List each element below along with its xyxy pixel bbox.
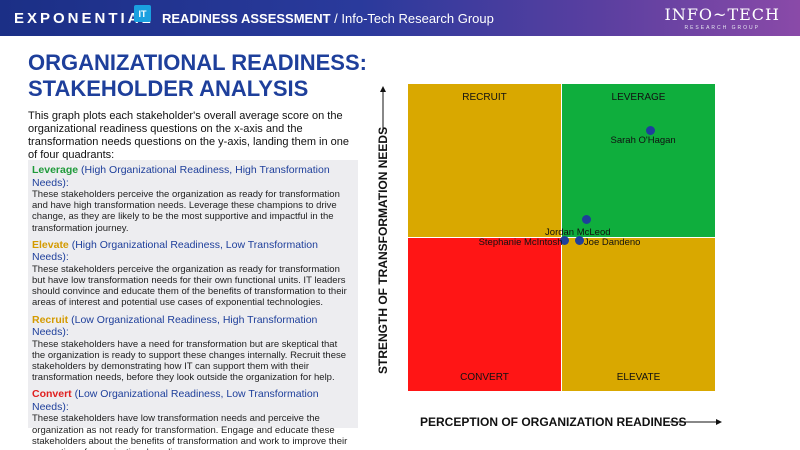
brand-badge: IT — [134, 5, 151, 22]
header-title-rest: / Info-Tech Research Group — [330, 11, 494, 26]
data-point — [646, 125, 656, 135]
desc-recruit-text: These stakeholders have a need for trans… — [32, 338, 347, 384]
desc-convert-name: Convert — [32, 388, 72, 401]
logo-main: INFO~TECH — [664, 5, 780, 24]
quadrant-elevate: ELEVATE — [562, 238, 715, 391]
quadrant-label-convert: CONVERT — [460, 372, 509, 383]
desc-leverage: Leverage (High Organizational Readiness,… — [32, 164, 352, 234]
desc-elevate-head: Elevate (High Organizational Readiness, … — [32, 239, 352, 264]
desc-leverage-name: Leverage — [32, 164, 79, 176]
intro-text: This graph plots each stakeholder's over… — [28, 110, 350, 161]
info-tech-logo: INFO~TECH RESEARCH GROUP — [665, 5, 781, 31]
page-title-line1: ORGANIZATIONAL READINESS: — [28, 50, 367, 75]
data-point-label: Jordan McLeod — [545, 227, 611, 239]
quadrant-descriptions-panel: Leverage (High Organizational Readiness,… — [28, 160, 358, 450]
desc-leverage-head: Leverage (High Organizational Readiness,… — [32, 164, 352, 189]
data-point-label: Sarah O'Hagan — [610, 135, 676, 147]
desc-convert-text: These stakeholders have low transformati… — [32, 413, 348, 450]
header-title: READINESS ASSESSMENT / Info-Tech Researc… — [162, 11, 494, 26]
quadrant-leverage: LEVERAGE — [562, 84, 715, 237]
quadrant-chart: RECRUIT LEVERAGE CONVERT ELEVATE Sarah O… — [408, 84, 715, 391]
data-point — [575, 236, 585, 246]
desc-elevate-name: Elevate — [32, 238, 69, 251]
desc-convert-subtitle: (Low Organizational Readiness, Low Trans… — [32, 388, 319, 413]
x-axis-label: PERCEPTION OF ORGANIZATION READINESS — [420, 415, 687, 429]
desc-recruit-head: Recruit (Low Organizational Readiness, H… — [32, 314, 352, 339]
data-point — [581, 214, 591, 224]
desc-elevate-subtitle: (High Organizational Readiness, Low Tran… — [32, 238, 318, 264]
desc-elevate: Elevate (High Organizational Readiness, … — [32, 239, 352, 309]
desc-elevate-text: These stakeholders perceive the organiza… — [32, 263, 347, 309]
data-point-label: Stephanie McIntosh — [478, 236, 563, 248]
logo-sub: RESEARCH GROUP — [684, 25, 760, 31]
desc-leverage-text: These stakeholders perceive the organiza… — [32, 189, 340, 234]
desc-leverage-subtitle: (High Organizational Readiness, High Tra… — [32, 164, 330, 189]
desc-convert-head: Convert (Low Organizational Readiness, L… — [32, 388, 352, 413]
page-title: ORGANIZATIONAL READINESS: STAKEHOLDER AN… — [28, 50, 388, 102]
page-title-line2: STAKEHOLDER ANALYSIS — [28, 76, 309, 101]
quadrant-recruit: RECRUIT — [408, 84, 561, 237]
quadrant-convert: CONVERT — [408, 238, 561, 391]
x-axis-arrow-icon — [670, 419, 722, 425]
brand-name: EXPONENTIAL — [14, 10, 154, 27]
desc-recruit-name: Recruit — [32, 313, 69, 326]
quadrant-label-recruit: RECRUIT — [462, 92, 507, 103]
desc-convert: Convert (Low Organizational Readiness, L… — [32, 388, 352, 450]
desc-recruit-subtitle: (Low Organizational Readiness, High Tran… — [32, 313, 318, 339]
y-axis-arrow-icon — [380, 86, 386, 132]
desc-recruit: Recruit (Low Organizational Readiness, H… — [32, 314, 352, 384]
y-axis-label: STRENGTH OF TRANSFORMATION NEEDS — [376, 126, 390, 374]
header-title-strong: READINESS ASSESSMENT — [162, 11, 331, 26]
data-point-label: Joe Dandeno — [583, 236, 641, 248]
quadrant-label-leverage: LEVERAGE — [611, 92, 666, 103]
quadrant-label-elevate: ELEVATE — [616, 372, 661, 383]
data-point — [560, 236, 570, 246]
header-bar: EXPONENTIAL IT READINESS ASSESSMENT / In… — [0, 0, 800, 36]
